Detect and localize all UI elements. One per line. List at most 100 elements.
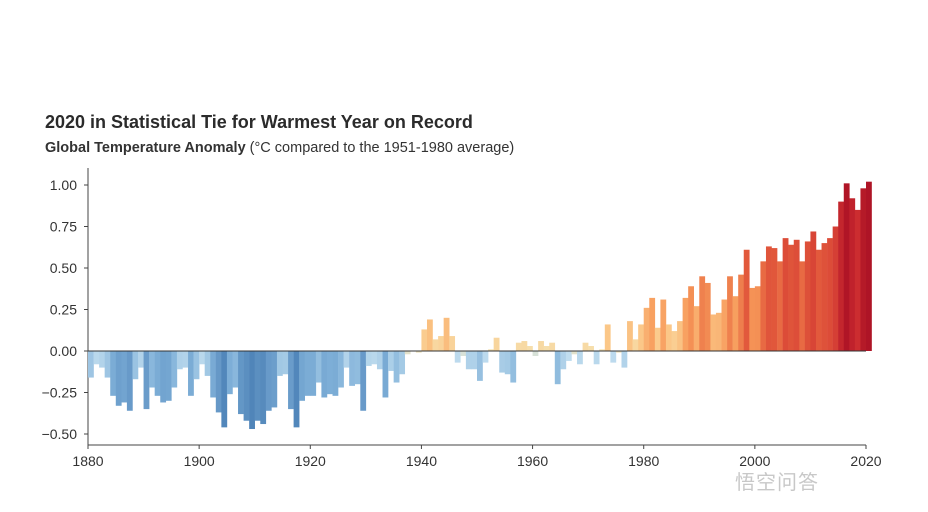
bar-1926 <box>343 351 350 368</box>
bar-1942 <box>432 339 439 351</box>
bar-1998 <box>743 249 750 351</box>
y-tick-label: 0.75 <box>50 219 77 235</box>
bar-1953 <box>493 337 500 351</box>
bar-2012 <box>821 243 828 351</box>
subtitle-rest: (°C compared to the 1951-1980 average) <box>249 140 515 156</box>
bar-1928 <box>354 351 361 385</box>
bar-1899 <box>193 351 200 380</box>
bar-1925 <box>338 351 344 388</box>
bar-1940 <box>421 329 428 351</box>
subtitle-bold: Global Temperature Anomaly <box>45 140 246 156</box>
bar-1950 <box>477 351 483 381</box>
bar-1935 <box>393 351 400 383</box>
bar-1995 <box>727 276 733 351</box>
bar-1985 <box>671 331 678 351</box>
bar-1952 <box>488 349 494 351</box>
bar-1882 <box>99 351 105 368</box>
bar-1991 <box>704 282 711 351</box>
bar-1951 <box>482 351 489 363</box>
bar-2000 <box>754 286 761 351</box>
x-tick-label: 1980 <box>628 453 659 469</box>
bar-1920 <box>310 351 317 396</box>
x-tick-label: 2000 <box>739 453 770 469</box>
bar-1954 <box>499 351 506 373</box>
bar-2015 <box>838 201 845 351</box>
bar-1932 <box>376 351 383 370</box>
bar-1988 <box>688 286 694 351</box>
bar-1910 <box>254 351 261 421</box>
bar-1915 <box>282 351 289 375</box>
bar-2005 <box>782 238 789 351</box>
bar-1897 <box>182 351 189 368</box>
bar-1917 <box>293 351 300 428</box>
bar-1933 <box>382 351 389 398</box>
bar-1970 <box>588 346 594 351</box>
bar-2001 <box>760 261 767 351</box>
bar-1976 <box>621 351 628 368</box>
bar-1885 <box>115 351 122 406</box>
bar-1992 <box>710 314 717 351</box>
bar-2006 <box>788 244 795 351</box>
bar-1888 <box>132 351 139 380</box>
bar-1894 <box>165 351 172 401</box>
bar-1921 <box>315 351 322 383</box>
chart-title: 2020 in Statistical Tie for Warmest Year… <box>45 112 473 132</box>
bar-1993 <box>715 312 722 351</box>
bar-1903 <box>215 351 222 413</box>
bar-1886 <box>121 351 128 403</box>
bar-1997 <box>738 274 745 351</box>
bar-1937 <box>404 351 411 355</box>
x-tick-label: 1960 <box>517 453 548 469</box>
bar-1891 <box>149 351 155 388</box>
bar-1986 <box>677 321 683 351</box>
y-tick-label: 0.00 <box>50 343 77 359</box>
y-tick-label: −0.50 <box>42 426 78 442</box>
bar-1883 <box>104 351 111 378</box>
bar-2003 <box>771 248 778 351</box>
bar-1981 <box>649 297 656 351</box>
bar-1881 <box>93 351 100 365</box>
bar-2007 <box>793 239 800 351</box>
bar-1987 <box>682 297 689 351</box>
bar-1934 <box>388 351 394 371</box>
bar-1914 <box>276 351 283 376</box>
bar-2020 <box>866 181 872 351</box>
bar-1907 <box>238 351 244 415</box>
bar-1939 <box>415 351 422 353</box>
bar-1893 <box>160 351 167 403</box>
bar-1919 <box>304 351 311 396</box>
bar-1889 <box>138 351 144 368</box>
bar-1911 <box>260 351 267 425</box>
bar-1880 <box>88 351 94 378</box>
x-tick-label: 1900 <box>184 453 215 469</box>
x-tick-label: 2020 <box>850 453 881 469</box>
bar-1979 <box>638 324 644 351</box>
y-tick-label: −0.25 <box>42 385 78 401</box>
bar-1984 <box>665 324 672 351</box>
bar-1996 <box>732 296 739 351</box>
bar-1931 <box>371 351 378 365</box>
bar-1908 <box>243 351 250 421</box>
bar-2009 <box>804 241 811 351</box>
bar-1943 <box>438 336 444 351</box>
bar-1958 <box>521 341 528 351</box>
bar-1948 <box>465 351 472 370</box>
bar-1977 <box>627 321 633 351</box>
bar-1900 <box>199 351 205 365</box>
bar-1962 <box>543 346 550 351</box>
bar-1964 <box>554 351 561 385</box>
bar-1994 <box>721 299 728 351</box>
bar-1924 <box>332 351 339 396</box>
bar-1936 <box>399 351 406 375</box>
bar-1930 <box>365 351 372 366</box>
bar-1901 <box>204 351 211 376</box>
chart-subtitle: Global Temperature Anomaly (°C compared … <box>45 140 514 156</box>
bar-1927 <box>349 351 356 386</box>
bar-2011 <box>815 249 822 351</box>
x-tick-label: 1920 <box>295 453 326 469</box>
bar-1968 <box>577 351 583 365</box>
bar-1990 <box>699 276 706 351</box>
bar-1904 <box>221 351 228 428</box>
bar-1892 <box>154 351 161 396</box>
bar-1967 <box>571 351 578 355</box>
